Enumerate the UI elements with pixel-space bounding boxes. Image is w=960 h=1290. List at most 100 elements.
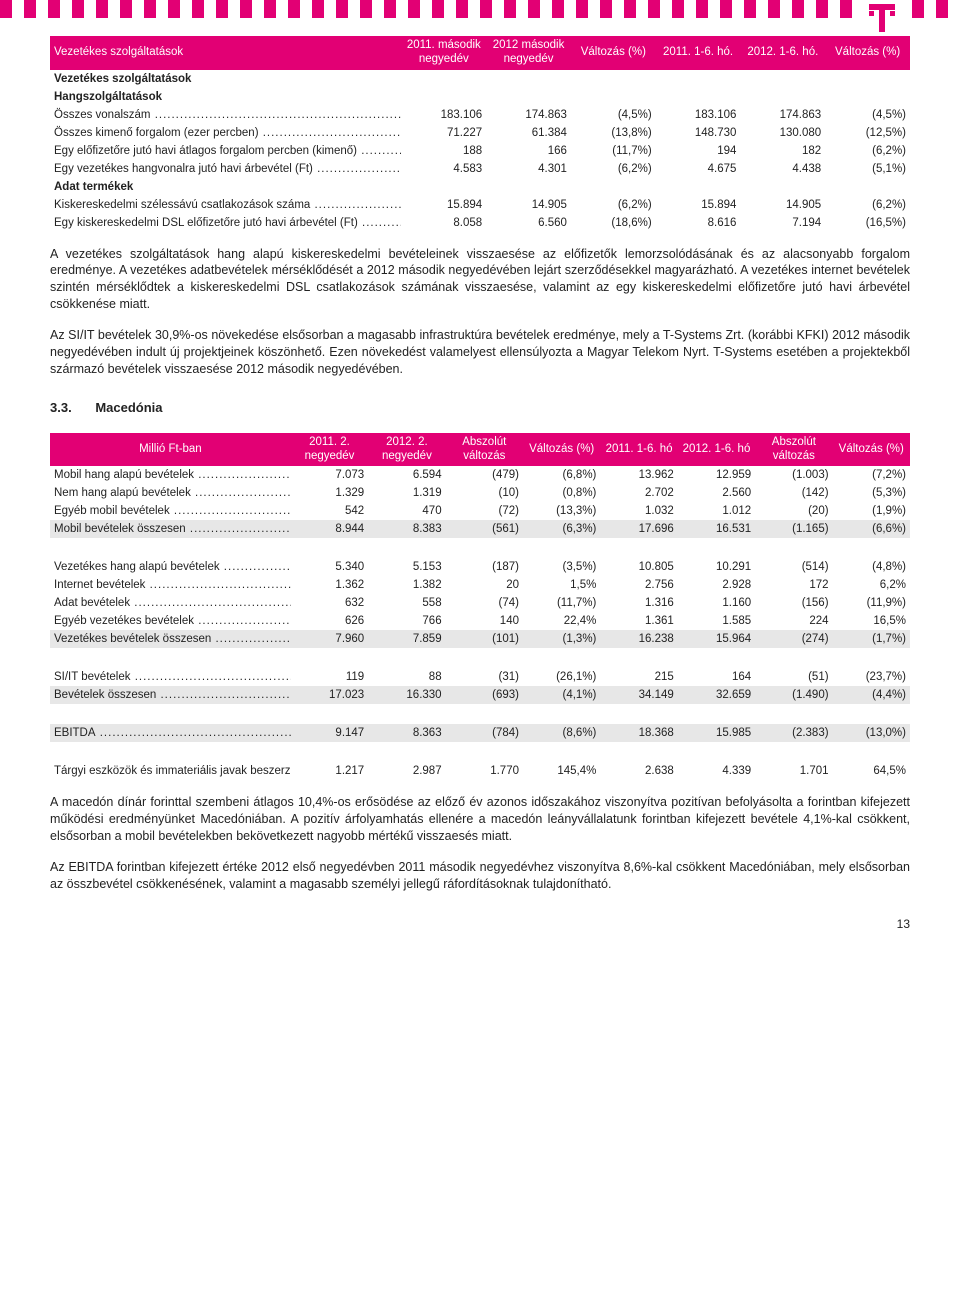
cell-value: 22,4% xyxy=(523,612,600,630)
col-header: Változás (%) xyxy=(571,36,656,70)
cell-value: (1,9%) xyxy=(833,502,910,520)
col-header: Abszolút változás xyxy=(446,433,523,467)
cell-value: (3,5%) xyxy=(523,558,600,576)
col-header: Millió Ft-ban xyxy=(50,433,291,467)
cell-value: 626 xyxy=(291,612,368,630)
cell-value: 4.438 xyxy=(740,160,825,178)
cell-value: 172 xyxy=(755,576,832,594)
cell-value: (4,8%) xyxy=(833,558,910,576)
table-row: Egy kiskereskedelmi DSL előfizetőre jutó… xyxy=(50,214,910,232)
cell-value: (10) xyxy=(446,484,523,502)
cell-value: 12.959 xyxy=(678,466,755,484)
row-label: Egy előfizetőre jutó havi átlagos forgal… xyxy=(50,142,401,160)
cell-value: (6,8%) xyxy=(523,466,600,484)
col-header: Változás (%) xyxy=(833,433,910,467)
table-row: Internet bevételek1.3621.382201,5%2.7562… xyxy=(50,576,910,594)
cell-value: 88 xyxy=(368,668,445,686)
table-row: Adat bevételek632558(74)(11,7%)1.3161.16… xyxy=(50,594,910,612)
cell-value: 1.217 xyxy=(291,762,368,780)
cell-value: 10.291 xyxy=(678,558,755,576)
cell-value: 4.339 xyxy=(678,762,755,780)
cell-value: 183.106 xyxy=(401,106,486,124)
cell-value: 2.560 xyxy=(678,484,755,502)
cell-value: (74) xyxy=(446,594,523,612)
row-label: SI/IT bevételek xyxy=(50,668,291,686)
cell-value: 1.361 xyxy=(600,612,677,630)
col-header: Változás (%) xyxy=(523,433,600,467)
table-row: Bevételek összesen17.02316.330(693)(4,1%… xyxy=(50,686,910,704)
group2-title: Adat termékek xyxy=(50,178,910,196)
cell-value: (1,7%) xyxy=(833,630,910,648)
paragraph-4: Az EBITDA forintban kifejezett értéke 20… xyxy=(50,859,910,893)
cell-value: 7.859 xyxy=(368,630,445,648)
cell-value: 1.316 xyxy=(600,594,677,612)
row-label: Adat bevételek xyxy=(50,594,291,612)
cell-value: 183.106 xyxy=(656,106,741,124)
cell-value: 542 xyxy=(291,502,368,520)
row-label: Összes kimenő forgalom (ezer percben) xyxy=(50,124,401,142)
row-label: Nem hang alapú bevételek xyxy=(50,484,291,502)
cell-value: 9.147 xyxy=(291,724,368,742)
cell-value: 5.340 xyxy=(291,558,368,576)
paragraph-3: A macedón dínár forinttal szembeni átlag… xyxy=(50,794,910,845)
cell-value: 7.194 xyxy=(740,214,825,232)
cell-value: (1.165) xyxy=(755,520,832,538)
table-row: Tárgyi eszközök és immateriális javak be… xyxy=(50,762,910,780)
cell-value: 119 xyxy=(291,668,368,686)
row-label: Összes vonalszám xyxy=(50,106,401,124)
table-row: Összes kimenő forgalom (ezer percben)71.… xyxy=(50,124,910,142)
fixed-services-table: Vezetékes szolgáltatások 2011. második n… xyxy=(50,36,910,232)
cell-value: (26,1%) xyxy=(523,668,600,686)
row-label: Vezetékes bevételek összesen xyxy=(50,630,291,648)
cell-value: 1.012 xyxy=(678,502,755,520)
col-header: 2011. 1-6. hó. xyxy=(656,36,741,70)
row-label: Internet bevételek xyxy=(50,576,291,594)
row-label: Egyéb vezetékes bevételek xyxy=(50,612,291,630)
cell-value: 4.675 xyxy=(656,160,741,178)
cell-value: 1.319 xyxy=(368,484,445,502)
cell-value: (4,4%) xyxy=(833,686,910,704)
cell-value: (156) xyxy=(755,594,832,612)
col-header: Vezetékes szolgáltatások xyxy=(50,36,401,70)
cell-value: (2.383) xyxy=(755,724,832,742)
cell-value: (0,8%) xyxy=(523,484,600,502)
cell-value: (514) xyxy=(755,558,832,576)
cell-value: 1.770 xyxy=(446,762,523,780)
cell-value: 166 xyxy=(486,142,571,160)
cell-value: (4,1%) xyxy=(523,686,600,704)
row-label: Egy vezetékes hangvonalra jutó havi árbe… xyxy=(50,160,401,178)
cell-value: 2.928 xyxy=(678,576,755,594)
cell-value: 1.701 xyxy=(755,762,832,780)
cell-value: (51) xyxy=(755,668,832,686)
cell-value: 2.987 xyxy=(368,762,445,780)
col-header: 2012. 1-6. hó xyxy=(678,433,755,467)
cell-value: 8.383 xyxy=(368,520,445,538)
row-label: Vezetékes hang alapú bevételek xyxy=(50,558,291,576)
cell-value: 15.894 xyxy=(401,196,486,214)
cell-value: 224 xyxy=(755,612,832,630)
cell-value: 6.560 xyxy=(486,214,571,232)
table2-header-row: Millió Ft-ban 2011. 2. negyedév 2012. 2.… xyxy=(50,433,910,467)
table-row: Vezetékes bevételek összesen7.9607.859 (1… xyxy=(50,630,910,648)
cell-value: (13,8%) xyxy=(571,124,656,142)
row-label: Mobil bevételek összesen xyxy=(50,520,291,538)
cell-value: (20) xyxy=(755,502,832,520)
cell-value: 148.730 xyxy=(656,124,741,142)
cell-value: (274) xyxy=(755,630,832,648)
cell-value: (784) xyxy=(446,724,523,742)
cell-value: 17.023 xyxy=(291,686,368,704)
table1-header-row: Vezetékes szolgáltatások 2011. második n… xyxy=(50,36,910,70)
cell-value: 32.659 xyxy=(678,686,755,704)
cell-value: 7.960 xyxy=(291,630,368,648)
cell-value: (6,2%) xyxy=(825,142,910,160)
cell-value: (7,2%) xyxy=(833,466,910,484)
cell-value: (6,6%) xyxy=(833,520,910,538)
cell-value: 15.894 xyxy=(656,196,741,214)
cell-value: 1.362 xyxy=(291,576,368,594)
cell-value: 61.384 xyxy=(486,124,571,142)
col-header: 2011. második negyedév xyxy=(401,36,486,70)
cell-value: 558 xyxy=(368,594,445,612)
cell-value: 2.638 xyxy=(600,762,677,780)
cell-value: (12,5%) xyxy=(825,124,910,142)
cell-value: (8,6%) xyxy=(523,724,600,742)
